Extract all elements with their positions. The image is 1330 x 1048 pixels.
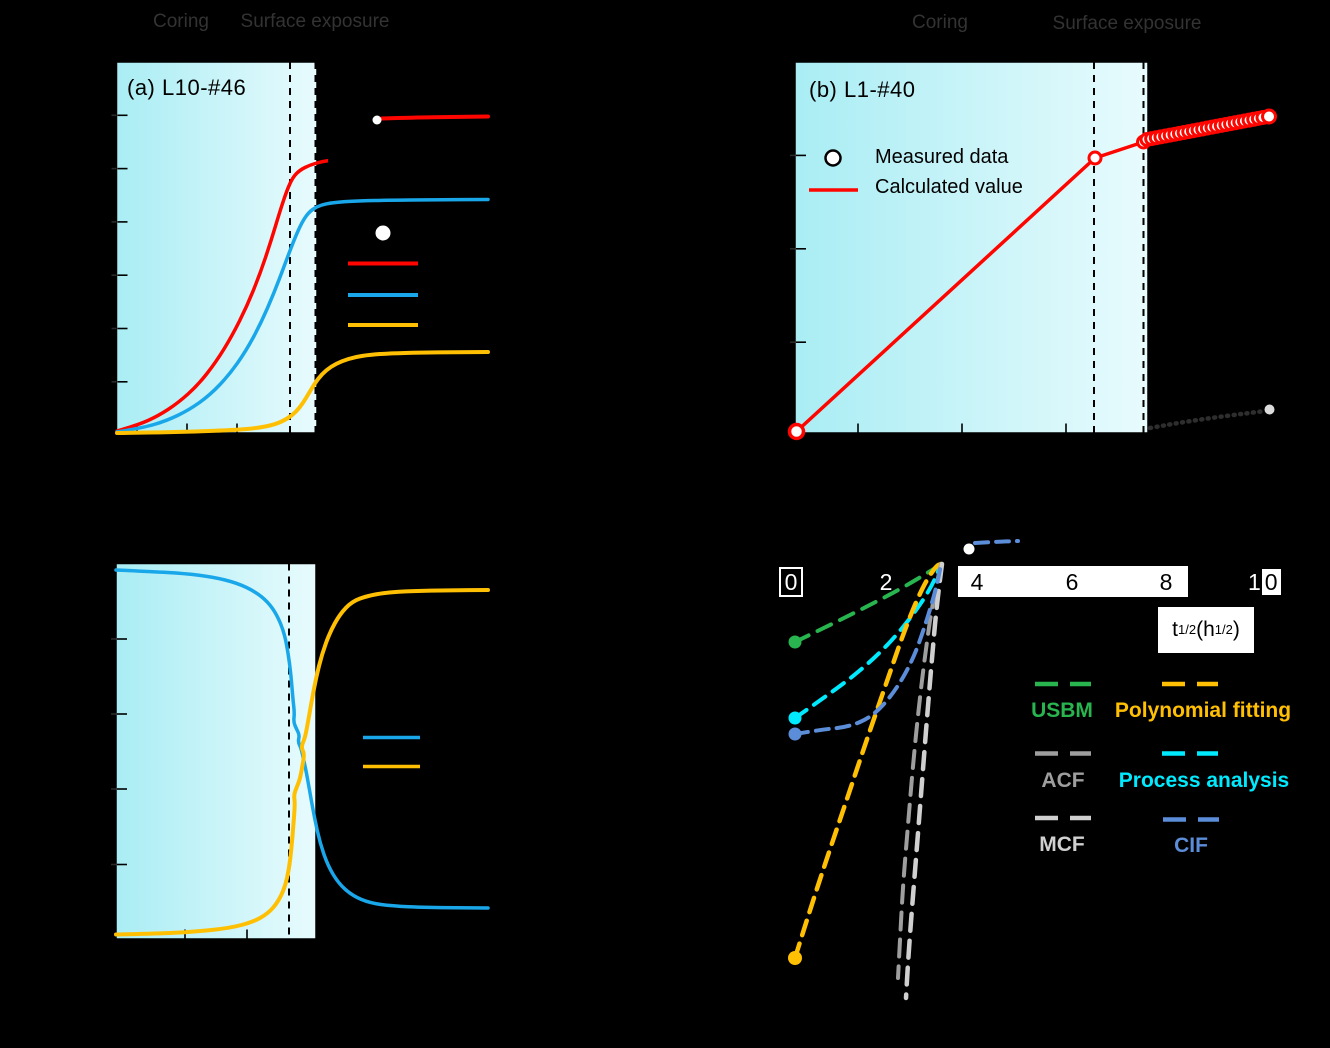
x-axis-label-base: t	[1172, 617, 1178, 641]
xtick-10-digit1: 1	[1248, 569, 1261, 595]
x-axis-label-sup2: 1/2	[1214, 621, 1233, 637]
xtick-6: 6	[1065, 569, 1079, 595]
process-analysis-curve	[793, 562, 943, 720]
secondary-end-dot	[1264, 404, 1275, 415]
yellow-fraction	[114, 588, 490, 937]
phase-label-surface-a: Surface exposure	[240, 11, 390, 32]
polynomial-endpoint	[788, 951, 802, 965]
legend-b-measured-label: Measured data	[875, 146, 1009, 168]
phase-label-surface-b: Surface exposure	[1052, 13, 1202, 34]
secondary-dotted-series	[1147, 409, 1266, 431]
panel-a-frame	[115, 61, 318, 434]
polynomial-fitting-curve	[792, 561, 944, 961]
legend-a-circle-marker	[375, 225, 391, 241]
yellow-series	[115, 350, 490, 435]
measured-point-b1	[787, 422, 806, 441]
acf-curve	[896, 562, 943, 980]
legend-d-acf-label: ACF	[1041, 769, 1085, 792]
measured-point-a	[372, 115, 382, 125]
xtick-0: 0	[779, 567, 803, 597]
measured-point-b2	[1087, 150, 1103, 166]
cif-flat-segment	[973, 539, 1020, 545]
red-series-post	[380, 114, 490, 121]
legend-d-process-label: Process analysis	[1118, 769, 1290, 792]
panel-a-title: (a) L10-#46	[127, 75, 247, 100]
legend-b-calculated-label: Calculated value	[875, 176, 1023, 198]
blue-fraction	[114, 568, 490, 910]
process-endpoint	[788, 711, 802, 725]
panel-b-frame	[794, 61, 1149, 434]
legend-d-usbm-label: USBM	[1031, 699, 1093, 722]
panel-b-shade	[795, 62, 1148, 433]
panel-c-frame	[115, 562, 317, 940]
cif-curve	[793, 562, 943, 736]
cif-endpoint	[788, 727, 802, 741]
xtick-2: 2	[879, 569, 893, 595]
x-axis-label-sup1: 1/2	[1178, 621, 1197, 637]
legend-d-cif-label: CIF	[1174, 834, 1208, 857]
x-axis-label-mid: (h	[1196, 617, 1215, 641]
black-marker-a	[328, 148, 354, 174]
measured-point-b-end	[1261, 108, 1277, 125]
x-axis-label: t 1/2 (h 1/2)	[1158, 607, 1254, 653]
legend-b-circle-marker	[824, 149, 842, 167]
legend-d-mcf-label: MCF	[1039, 833, 1085, 856]
phase-label-coring-a: Coring	[153, 11, 209, 32]
xtick-8: 8	[1159, 569, 1173, 595]
phase-label-coring-b: Coring	[912, 12, 968, 33]
tick-white-band	[958, 566, 1188, 597]
usbm-endpoint	[788, 635, 802, 649]
panel-b-title: (b) L1-#40	[809, 77, 916, 102]
usbm-curve	[793, 562, 943, 644]
blue-series	[115, 197, 490, 434]
xtick-10-digit0: 0	[1261, 569, 1281, 596]
xtick-10: 1 0	[1248, 569, 1281, 596]
xtick-4: 4	[970, 569, 984, 595]
cif-white-dot	[963, 543, 975, 555]
legend-d-poly-label: Polynomial fitting	[1114, 699, 1292, 722]
mcf-curve	[903, 561, 945, 1001]
panel-a-shade	[116, 62, 317, 433]
x-axis-label-close: )	[1232, 617, 1240, 641]
red-series-main	[115, 157, 338, 433]
